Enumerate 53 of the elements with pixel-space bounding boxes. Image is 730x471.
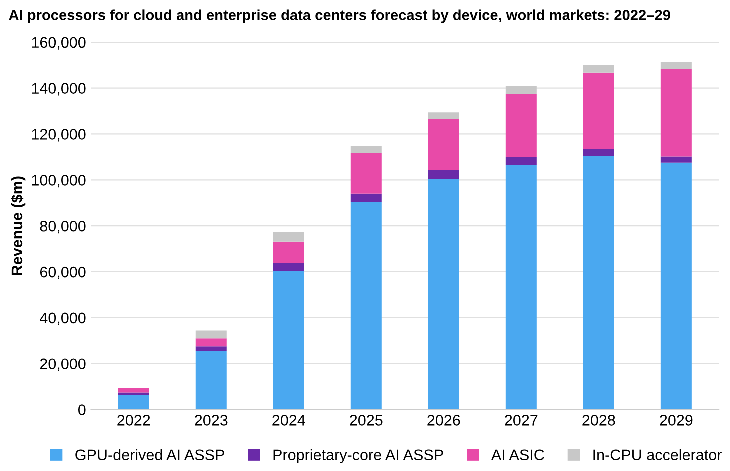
bar <box>196 338 227 347</box>
legend-label: AI ASIC <box>491 450 544 461</box>
y-tick-label: 0 <box>78 404 86 416</box>
y-tick-label: 140,000 <box>32 83 86 96</box>
bar <box>196 351 227 410</box>
y-tick-label: 80,000 <box>40 220 86 234</box>
bar <box>350 146 382 154</box>
x-tick-label: 2029 <box>660 415 693 426</box>
y-tick-label: 40,000 <box>40 312 86 326</box>
bar <box>350 194 382 202</box>
y-tick-label: 120,000 <box>32 129 86 142</box>
y-tick-label: 20,000 <box>40 358 86 372</box>
bar <box>506 165 537 410</box>
x-tick-label: 2025 <box>350 415 383 426</box>
y-tick-label: 60,000 <box>40 266 86 280</box>
bar <box>350 154 382 194</box>
x-tick-label: 2022 <box>118 415 150 426</box>
x-tick-label: 2026 <box>428 415 460 426</box>
y-tick-label: 160,000 <box>32 37 86 50</box>
bar <box>428 120 460 171</box>
bar <box>118 388 150 393</box>
bar <box>350 202 382 410</box>
bar <box>273 264 304 272</box>
bar <box>428 179 460 410</box>
legend-label: GPU-derived AI ASSP <box>76 449 224 461</box>
bar <box>583 149 614 156</box>
bar <box>506 86 537 94</box>
bar <box>428 170 460 180</box>
legend-label: Proprietary-core AI ASSP <box>274 449 444 464</box>
y-axis-title: Revenue ($m) <box>11 176 26 276</box>
chart-title: AI processors for cloud and enterprise data centers forecast by device, world markets: 2022–29 <box>9 10 670 24</box>
bar <box>506 94 537 158</box>
y-tick-label: 100,000 <box>32 175 86 188</box>
bar <box>583 156 614 410</box>
bar <box>118 395 150 410</box>
bar <box>660 62 692 70</box>
bar <box>196 346 227 352</box>
bar <box>196 330 227 339</box>
bar <box>273 271 304 410</box>
bar <box>583 72 614 150</box>
bar <box>660 69 692 157</box>
x-tick-label: 2028 <box>582 415 616 426</box>
bar <box>583 65 614 73</box>
bar <box>506 157 537 166</box>
x-tick-label: 2023 <box>195 415 228 426</box>
x-tick-label: 2024 <box>272 415 306 426</box>
bar <box>273 242 304 264</box>
legend-label: In-CPU accelerator <box>594 449 722 461</box>
bar <box>660 156 692 163</box>
bar <box>273 232 304 242</box>
x-tick-label: 2027 <box>505 415 538 426</box>
bar <box>428 112 460 120</box>
bar <box>660 162 692 410</box>
